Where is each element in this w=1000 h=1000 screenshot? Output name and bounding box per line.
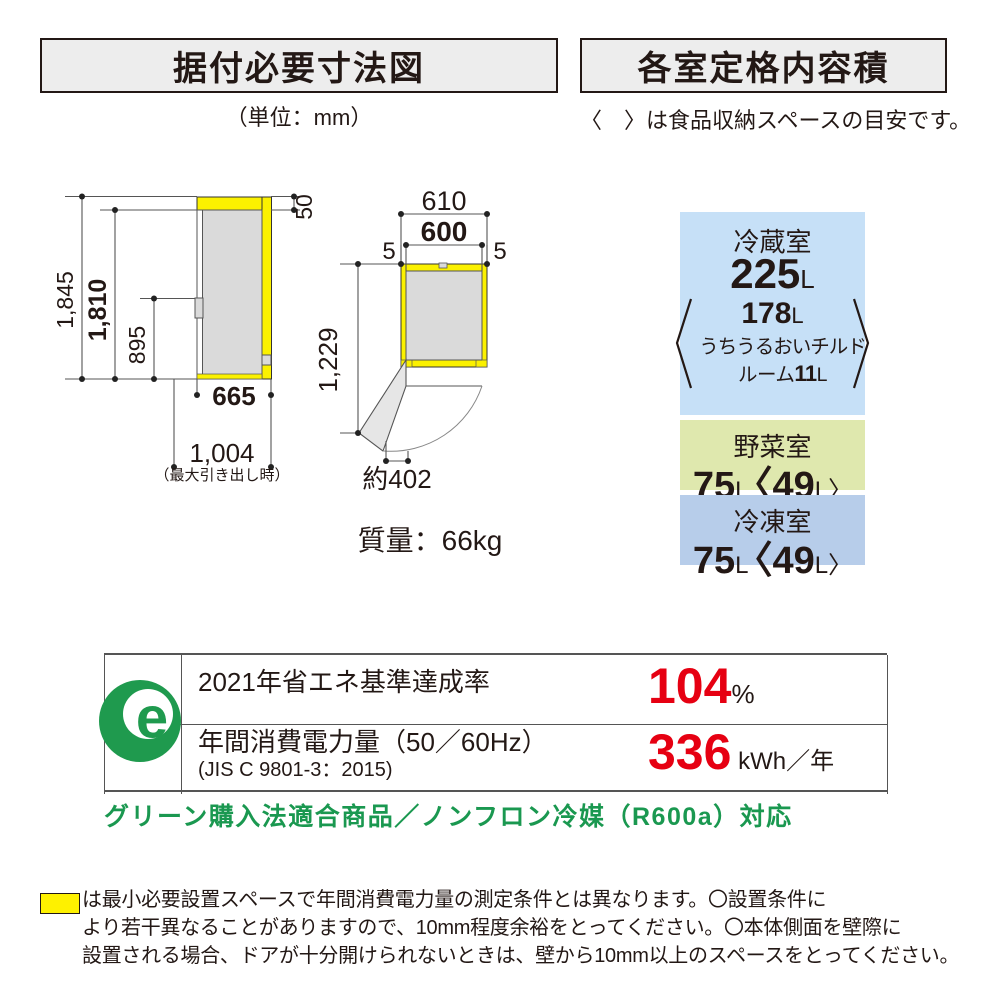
svg-text:5: 5 [493,238,506,265]
svg-text:約402: 約402 [362,464,431,494]
svg-text:1,229: 1,229 [313,327,343,392]
svg-text:e: e [136,686,168,751]
svg-text:質量：66kg: 質量：66kg [358,525,503,556]
svg-text:610: 610 [421,186,466,216]
svg-text:600: 600 [421,216,468,247]
svg-text:5: 5 [382,238,395,265]
